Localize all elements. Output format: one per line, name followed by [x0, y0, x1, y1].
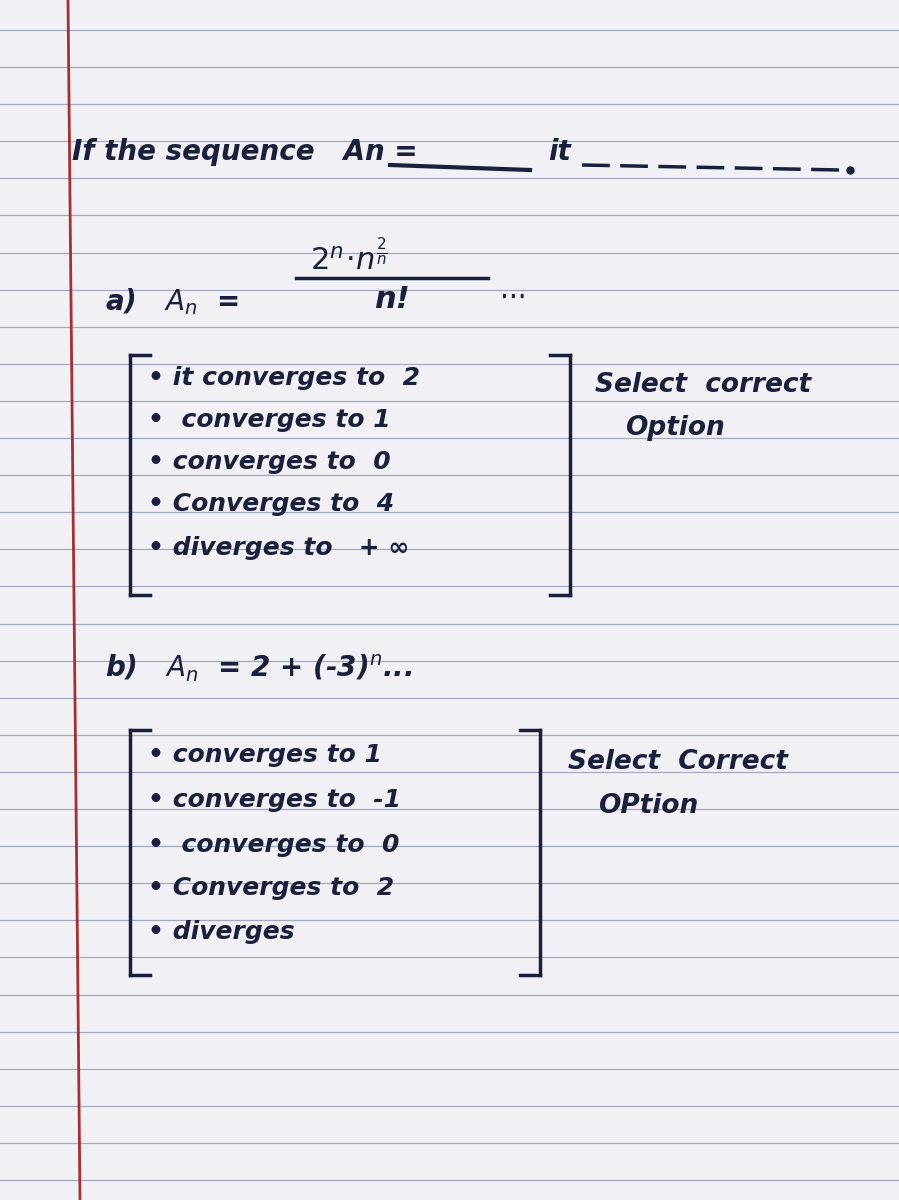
Text: • Converges to  4: • Converges to 4: [148, 492, 394, 516]
Text: • converges to 1: • converges to 1: [148, 743, 382, 767]
Text: • converges to  -1: • converges to -1: [148, 788, 401, 812]
Text: • converges to  0: • converges to 0: [148, 450, 391, 474]
Text: it: it: [548, 138, 571, 166]
Text: •  converges to 1: • converges to 1: [148, 408, 391, 432]
Text: Select  correct: Select correct: [595, 372, 811, 398]
Text: • Converges to  2: • Converges to 2: [148, 876, 394, 900]
Text: • diverges: • diverges: [148, 920, 295, 944]
Text: •  converges to  0: • converges to 0: [148, 833, 399, 857]
Text: Select  Correct: Select Correct: [568, 749, 788, 775]
Text: n!: n!: [374, 286, 410, 314]
Text: a)   $A_n$  =: a) $A_n$ =: [105, 287, 239, 317]
Text: b)   $A_n$  = 2 + (-3)$^n$...: b) $A_n$ = 2 + (-3)$^n$...: [105, 653, 413, 684]
Text: • diverges to   + ∞: • diverges to + ∞: [148, 536, 409, 560]
Text: OPtion: OPtion: [598, 793, 699, 818]
Text: $2^n \!\cdot\! n^{\frac{2}{n}}$: $2^n \!\cdot\! n^{\frac{2}{n}}$: [310, 239, 388, 277]
Text: If the sequence   An =: If the sequence An =: [72, 138, 418, 166]
Text: • it converges to  2: • it converges to 2: [148, 366, 420, 390]
Text: ...: ...: [500, 276, 527, 304]
Text: Option: Option: [625, 415, 725, 440]
